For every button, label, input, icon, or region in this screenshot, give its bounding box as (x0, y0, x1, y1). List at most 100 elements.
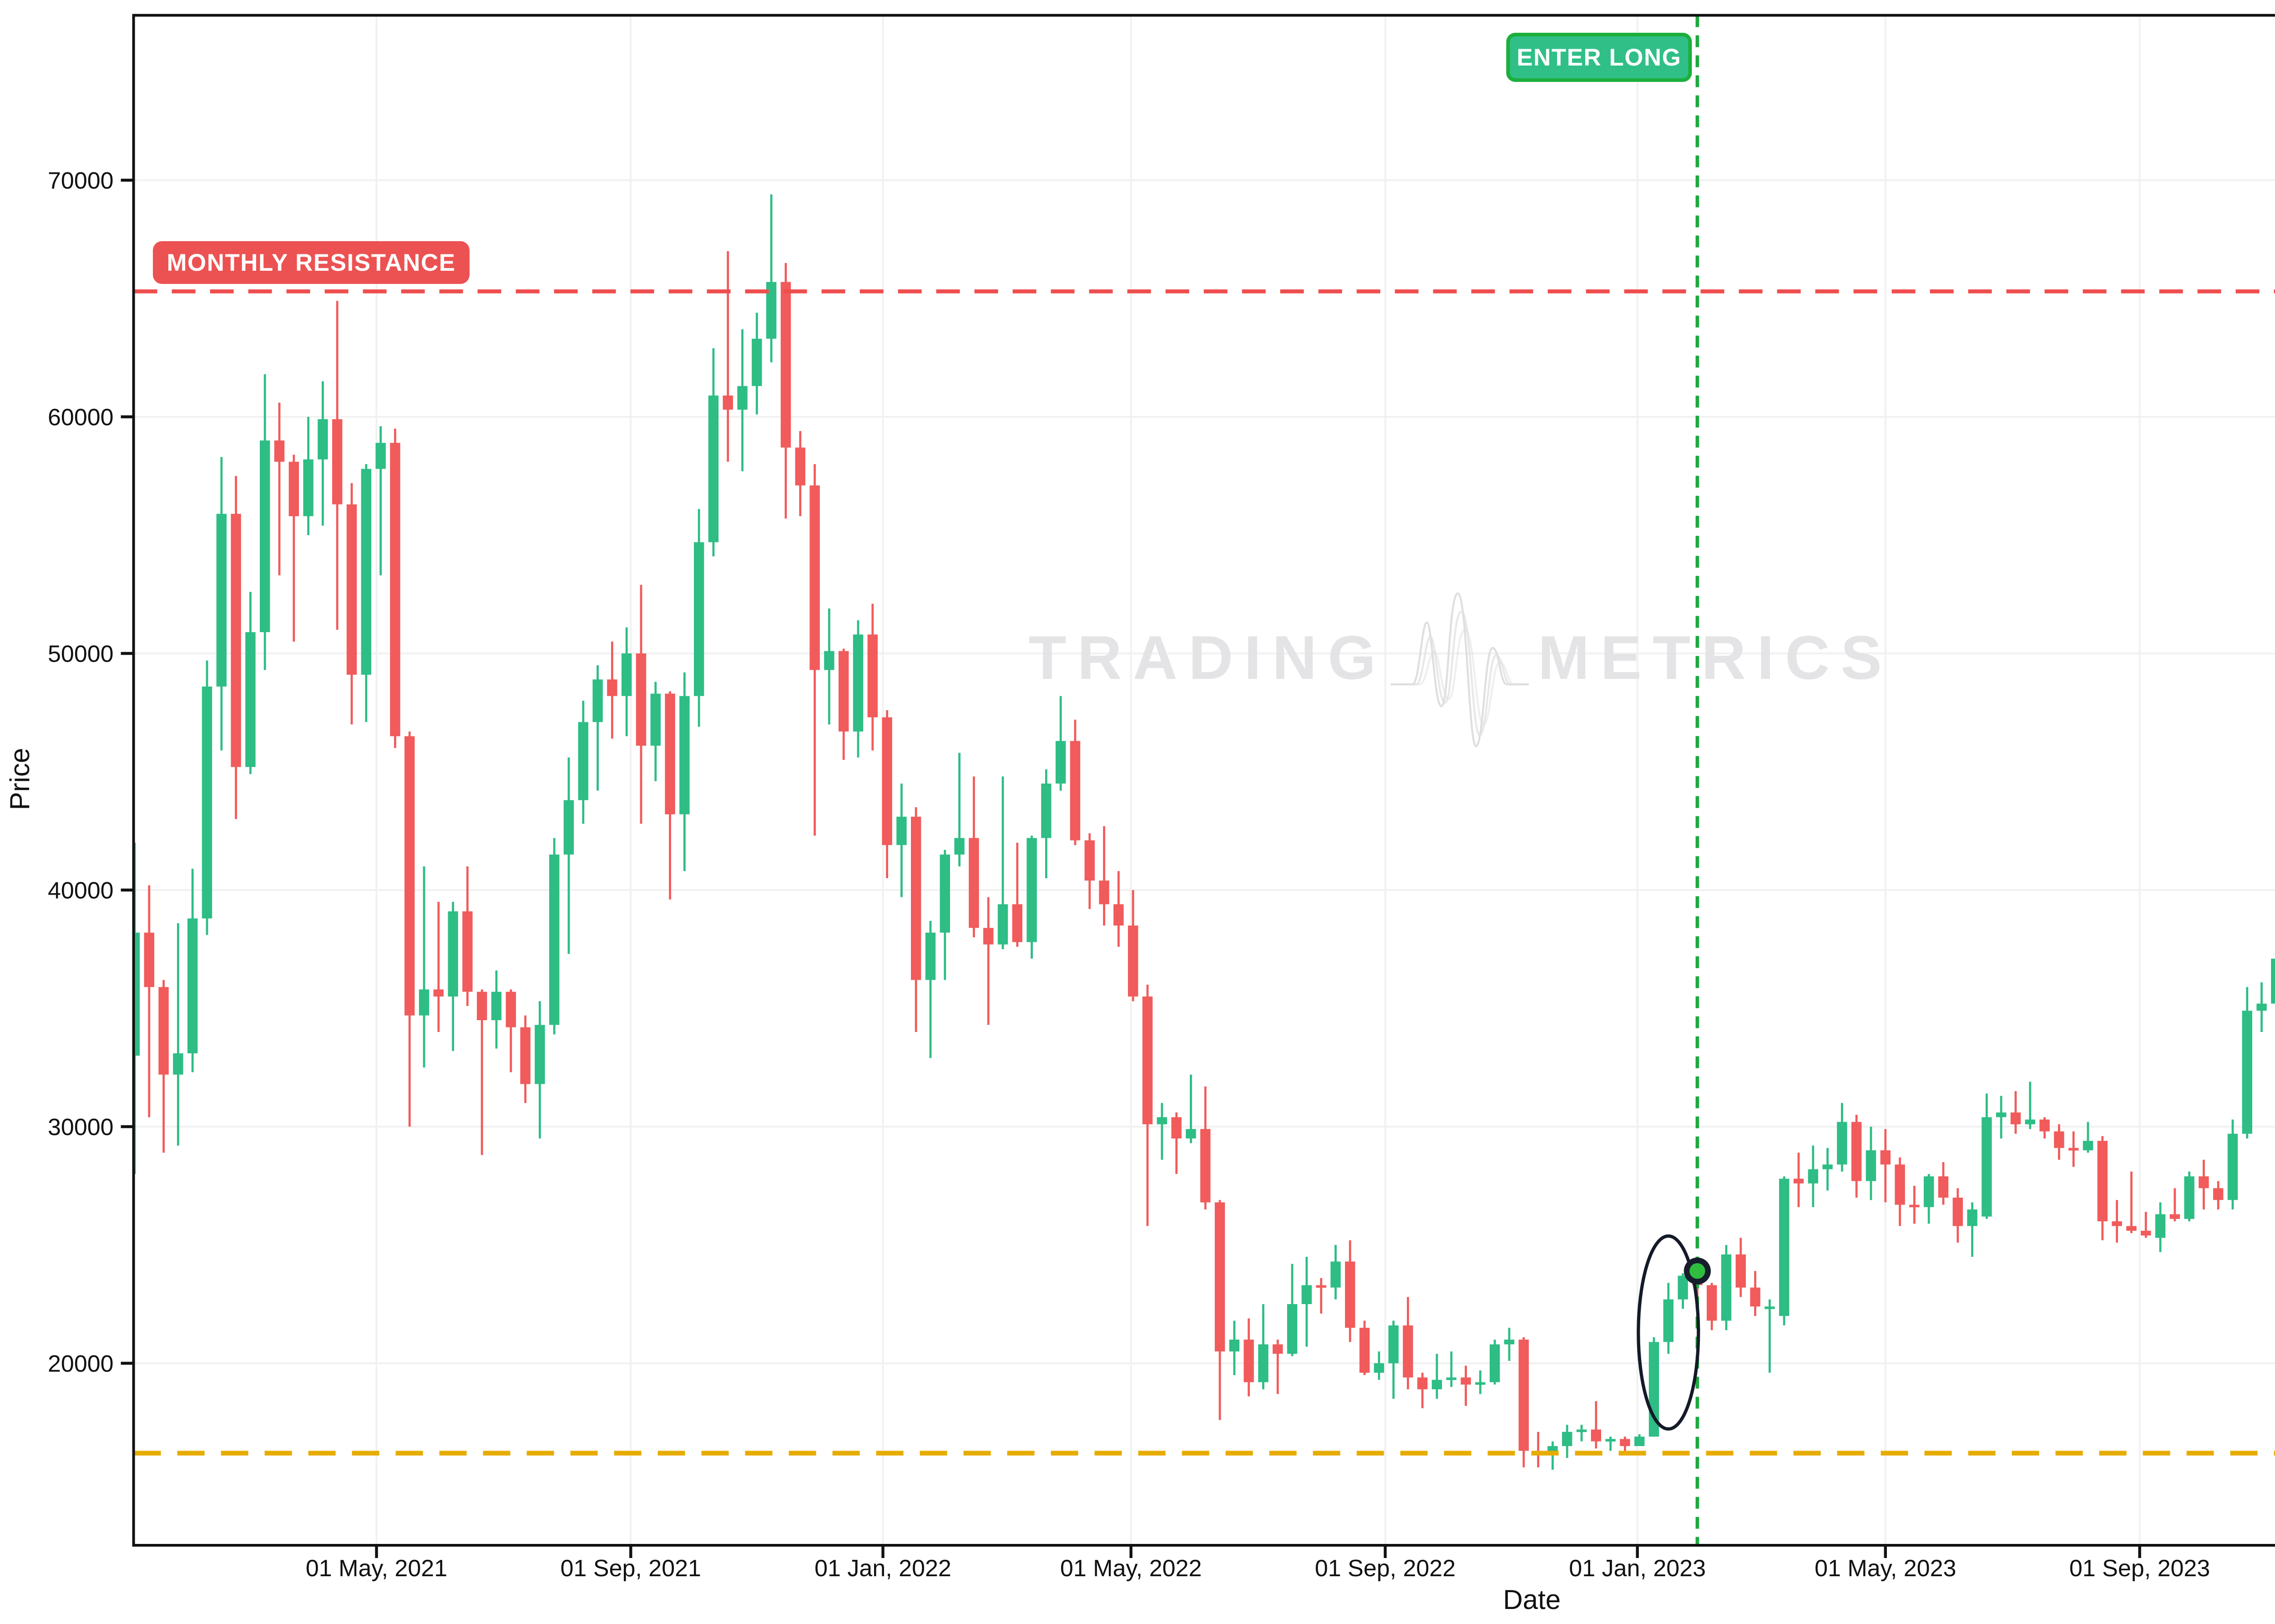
candle-body (187, 918, 198, 1053)
candle-body (260, 440, 270, 632)
candle-body (1490, 1344, 1500, 1382)
candle-body (491, 992, 502, 1020)
watermark-text-left: TRADING (1028, 623, 1387, 692)
candle-body (375, 443, 386, 469)
candle-body (462, 911, 473, 992)
candle-body (1851, 1122, 1862, 1181)
entry-marker (1684, 1257, 1711, 1285)
resistance-label-text: MONTHLY RESISTANCE (167, 249, 455, 276)
candle-body (144, 932, 154, 987)
x-tick-label: 01 Jan, 2022 (814, 1555, 951, 1582)
enter-long-label: ENTER LONG (1506, 33, 1692, 82)
candle-body (1982, 1117, 1992, 1217)
candle-body (853, 634, 864, 732)
candle-body (780, 282, 791, 448)
candle-body (636, 653, 647, 746)
candle-body (1461, 1377, 1471, 1385)
candle-body (2112, 1221, 2122, 1226)
candle-body (592, 679, 603, 722)
candle-body (1157, 1117, 1167, 1124)
candle-body (1099, 880, 1109, 905)
entry-marker-dot (1689, 1263, 1705, 1279)
candle-body (1084, 840, 1095, 881)
candle-body (665, 693, 675, 815)
candle-body (390, 443, 400, 736)
candle-body (361, 469, 371, 675)
candle-body (1056, 741, 1066, 784)
candle-body (303, 459, 313, 516)
y-tick-label: 40000 (48, 877, 114, 904)
x-tick-label: 01 Sep, 2021 (561, 1555, 701, 1582)
candle-body (2184, 1176, 2194, 1219)
candle-body (766, 282, 777, 339)
candle-body (954, 838, 965, 855)
candle-body (650, 693, 661, 746)
y-tick-label: 30000 (48, 1114, 114, 1140)
candle-body (1967, 1209, 1977, 1226)
candle-body (133, 932, 140, 1056)
candle-body (1244, 1340, 1254, 1382)
candle-body (1258, 1344, 1269, 1382)
candle-body (448, 911, 458, 997)
candle-body (911, 816, 921, 980)
candle-body (1431, 1380, 1442, 1390)
candle-body (1012, 904, 1022, 942)
candle-body (1200, 1129, 1211, 1203)
candle-body (1403, 1325, 1413, 1378)
candle-body (346, 504, 357, 675)
candle-body (1041, 784, 1052, 838)
candle-body (535, 1025, 545, 1084)
candle-body (1707, 1285, 1717, 1321)
candle-body (1750, 1287, 1760, 1307)
gridlines (133, 15, 2275, 1545)
candle-body (2271, 958, 2275, 1004)
candle-body (1591, 1429, 1601, 1442)
candle-body (578, 722, 588, 800)
candle-body (1880, 1150, 1891, 1165)
candle-body (1214, 1202, 1225, 1351)
candle-body (2256, 1003, 2267, 1011)
candle-body (404, 736, 415, 1016)
candle-body (1721, 1254, 1732, 1321)
candle-body (1909, 1204, 1920, 1208)
candle-body (1996, 1112, 2007, 1118)
candle-body (1822, 1164, 1833, 1169)
candle-body (839, 651, 849, 732)
candle-body (433, 989, 444, 997)
x-tick-label: 01 May, 2022 (1060, 1555, 1202, 1582)
y-tick-label: 20000 (48, 1351, 114, 1377)
x-tick-label: 01 Jan, 2023 (1569, 1555, 1706, 1582)
candle-body (520, 1027, 531, 1084)
y-axis-title: Price (5, 748, 35, 810)
candle-body (1417, 1377, 1428, 1390)
candle-body (1678, 1275, 1688, 1300)
y-tick-label: 70000 (48, 167, 114, 194)
candle-body (983, 928, 994, 945)
watermark-text-right: METRICS (1538, 623, 1893, 692)
candle-body (332, 419, 343, 505)
pulse-icon (1390, 592, 1529, 748)
candle-body (1562, 1432, 1572, 1446)
candle-body (795, 447, 805, 486)
candle-body (2025, 1119, 2035, 1124)
candle-body (1764, 1306, 1775, 1309)
candles (133, 194, 2275, 1470)
candle-body (288, 461, 299, 516)
watermark: TRADING METRICS (1028, 592, 1893, 748)
entry-highlight-ellipse (1637, 1234, 1700, 1431)
candle-body (1345, 1261, 1355, 1328)
candle-body (1446, 1377, 1456, 1380)
candle-body (1634, 1437, 1645, 1446)
y-tick-label: 60000 (48, 404, 114, 430)
candle-body (737, 386, 748, 410)
candle-body (1952, 1198, 1963, 1226)
candle-body (1938, 1176, 1949, 1198)
candle-body (173, 1053, 183, 1075)
candle-body (2039, 1119, 2050, 1132)
candle-body (1128, 926, 1138, 997)
candle-body (867, 634, 878, 718)
candle-body (2010, 1112, 2021, 1124)
candle-body (2083, 1141, 2093, 1150)
candle-body (940, 855, 950, 933)
candle-body (1374, 1363, 1384, 1373)
